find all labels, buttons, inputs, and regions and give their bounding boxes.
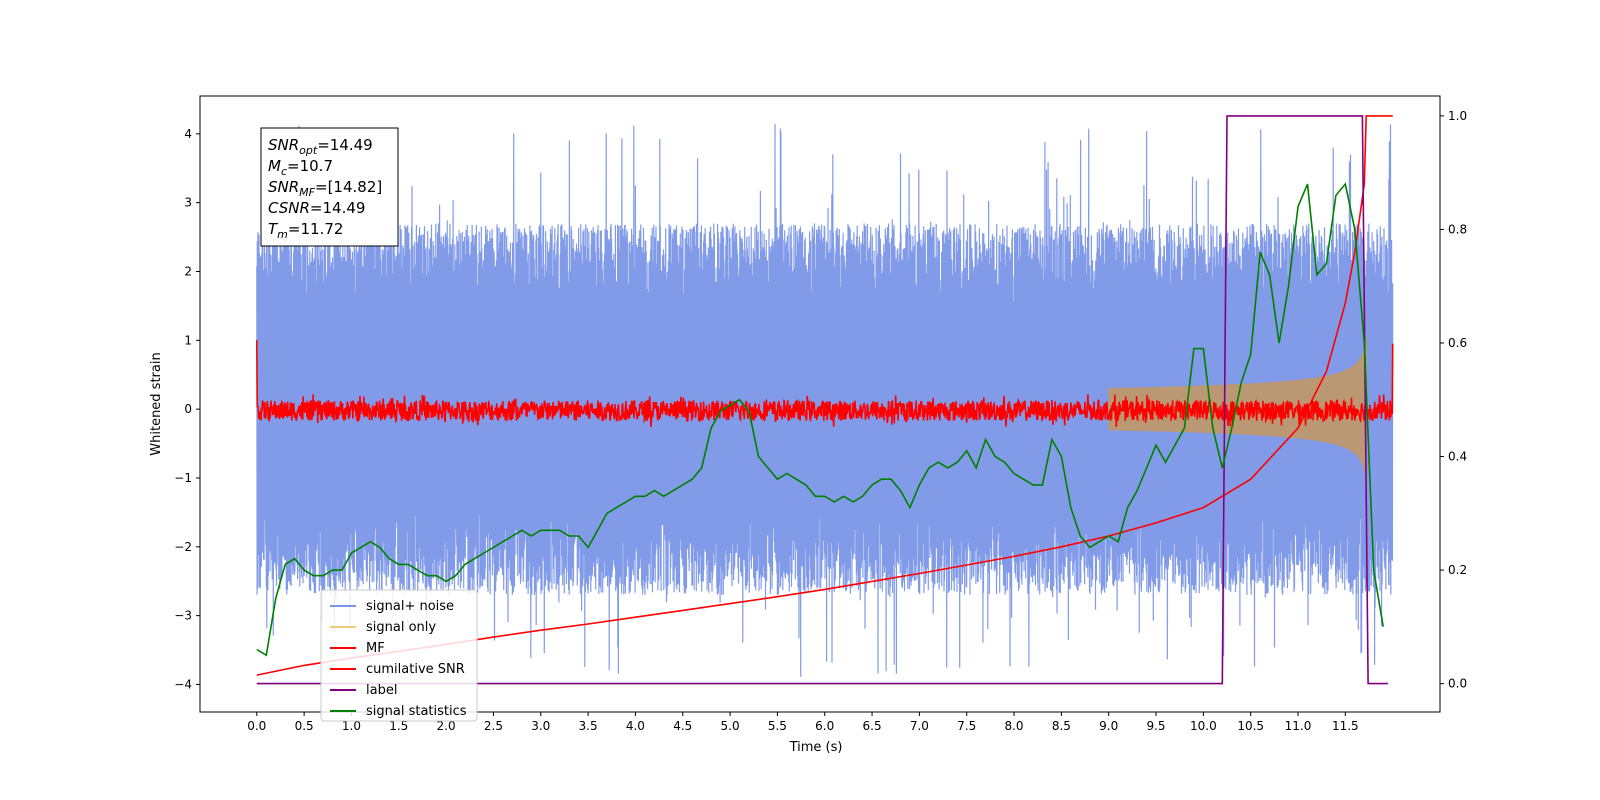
info-box-line: SNRMF=[14.82]	[268, 178, 382, 199]
x-tick-label: 8.5	[1052, 719, 1071, 733]
x-axis-title: Time (s)	[789, 740, 843, 755]
legend-label-label: label	[366, 683, 397, 698]
x-tick-label: 5.5	[768, 719, 787, 733]
x-tick-label: 11.5	[1332, 719, 1359, 733]
info-box: SNRopt=14.49Mc=10.7SNRMF=[14.82]CSNR=14.…	[260, 127, 399, 247]
legend-label-cumilative-snr: cumilative SNR	[366, 662, 465, 677]
legend-label-signal-only: signal only	[366, 620, 436, 635]
y-left-tick-label: 4	[184, 127, 192, 141]
y-right-tick-label: 0.8	[1448, 222, 1467, 236]
y-left-tick-label: 0	[184, 402, 192, 416]
series-signal-statistics	[256, 182, 1384, 657]
plot-frame	[199, 95, 1441, 713]
x-tick-label: 5.0	[721, 719, 740, 733]
y-left-tick-label: −3	[174, 609, 192, 623]
y-axis-title: Whitened strain	[149, 352, 164, 455]
x-tick-label: 3.5	[579, 719, 598, 733]
x-tick-label: 4.5	[673, 719, 692, 733]
x-tick-label: 0.5	[295, 719, 314, 733]
legend-frame	[320, 589, 478, 722]
x-tick-label: 9.0	[1099, 719, 1118, 733]
x-tick-label: 3.0	[531, 719, 550, 733]
x-tick-label: 1.5	[389, 719, 408, 733]
info-box-line: Mc=10.7	[268, 157, 333, 178]
x-tick-label: 2.5	[484, 719, 503, 733]
series-signal-noise	[256, 123, 1394, 677]
x-tick-label: 9.5	[1146, 719, 1165, 733]
x-tick-label: 7.5	[957, 719, 976, 733]
y-left-tick-label: −4	[174, 677, 192, 691]
x-tick-label: 6.0	[815, 719, 834, 733]
y-left-tick-label: 3	[184, 196, 192, 210]
x-tick-label: 1.0	[342, 719, 361, 733]
x-tick-label: 4.0	[626, 719, 645, 733]
y-left-tick-label: −2	[174, 540, 192, 554]
data-layer	[256, 115, 1394, 685]
y-right-tick-label: 1.0	[1448, 109, 1467, 123]
x-tick-label: 6.5	[863, 719, 882, 733]
x-tick-label: 2.0	[437, 719, 456, 733]
x-tick-label: 10.0	[1190, 719, 1217, 733]
info-box-line: Tm=11.72	[268, 220, 343, 241]
x-axis: 0.0 0.5 1.0 1.5 2.0 2.5 3.0 3.5 4.0 4.5 5.0 5.5 6.0 6…	[247, 712, 1359, 733]
legend: signal+ noise signal only MF cumilative SNR…	[320, 589, 478, 722]
legend-label-mf: MF	[366, 641, 385, 656]
legend-label-signal-statistics: signal statistics	[366, 704, 467, 719]
series-label	[256, 115, 1388, 685]
info-box-line: SNRopt=14.49	[268, 136, 373, 157]
info-box-line: CSNR=14.49	[268, 199, 365, 217]
y-axis-left: −4 −3 −2 −1 0 1 2 3 4	[174, 127, 200, 691]
series-mf	[256, 340, 1394, 427]
y-right-tick-label: 0.2	[1448, 563, 1467, 577]
x-tick-label: 11.0	[1285, 719, 1312, 733]
x-tick-label: 0.0	[247, 719, 266, 733]
series-cumilative-snr	[256, 115, 1393, 676]
y-left-tick-label: 2	[184, 265, 192, 279]
legend-label-signal-noise: signal+ noise	[366, 599, 454, 614]
y-axis-right: 0.0 0.2 0.4 0.6 0.8 1.0	[1440, 109, 1467, 691]
y-left-tick-label: −1	[174, 471, 192, 485]
y-left-tick-label: 1	[184, 333, 192, 347]
x-tick-label: 8.0	[1004, 719, 1023, 733]
x-tick-label: 10.5	[1237, 719, 1264, 733]
x-tick-label: 7.0	[910, 719, 929, 733]
y-right-tick-label: 0.6	[1448, 336, 1467, 350]
info-box-frame	[260, 127, 399, 247]
y-right-tick-label: 0.0	[1448, 677, 1467, 691]
y-right-tick-label: 0.4	[1448, 450, 1467, 464]
